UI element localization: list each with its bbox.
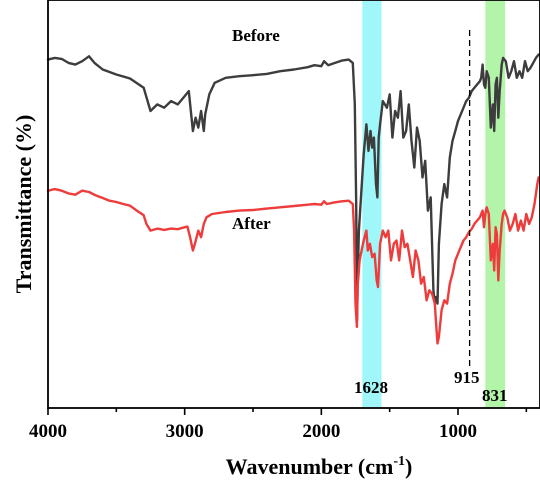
x-tick-label: 1000: [439, 421, 477, 442]
series-line-before: [46, 53, 540, 322]
annotation-1628: 1628: [354, 378, 388, 397]
x-axis-label: Wavenumber (cm-1): [226, 454, 413, 479]
y-axis-label: Transmittance (%): [11, 115, 36, 294]
x-axis-label-close: ): [405, 454, 412, 479]
series-lines: [46, 53, 540, 345]
annotation-915: 915: [454, 368, 480, 387]
x-axis-label-superscript: -1: [393, 454, 405, 469]
highlight-bands: [362, 1, 506, 407]
highlight-band-0: [362, 1, 382, 407]
x-axis-ticks: 4000 3000 2000 1000: [29, 408, 528, 442]
x-tick-label: 2000: [302, 421, 340, 442]
annotation-831: 831: [482, 386, 508, 405]
x-tick-label: 4000: [29, 421, 67, 442]
plot-frame: [47, 0, 540, 409]
series-label-before: Before: [232, 26, 280, 45]
series-line-after: [46, 176, 540, 345]
series-label-after: After: [232, 214, 271, 233]
x-tick-label: 3000: [166, 421, 204, 442]
